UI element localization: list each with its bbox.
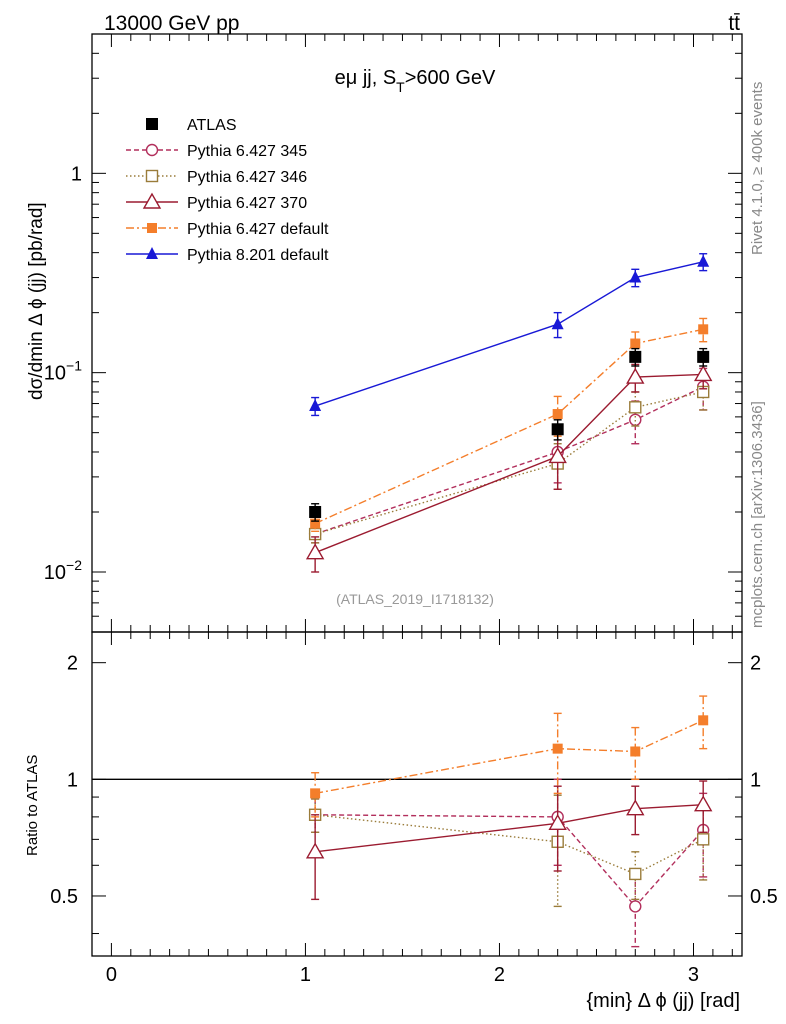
point-pythia-6-427-default xyxy=(698,324,709,335)
x-tick-label: 0 xyxy=(106,964,117,986)
legend-label: Pythia 6.427 346 xyxy=(187,169,307,186)
point-atlas xyxy=(697,350,710,363)
header-right: tt̄ xyxy=(728,12,740,35)
ratio-tick-label-right: 2 xyxy=(750,653,761,675)
point-pythia-6-427-default xyxy=(630,338,641,349)
ratio-tick-label-left: 2 xyxy=(67,653,78,675)
series-line-pythia-6-427-370 xyxy=(314,373,704,554)
legend: ATLAS Pythia 6.427 345 Pythia 6.427 346 Pyt… xyxy=(126,117,329,264)
y-tick-label: 1 xyxy=(71,163,82,185)
legend-marker-pythia-6-427-default xyxy=(147,223,157,233)
y-axis-label: dσ/dmin Δ ϕ (jj) [pb/rad] xyxy=(26,202,47,400)
analysis-label: (ATLAS_2019_I1718132) xyxy=(336,591,494,607)
x-tick-label: 2 xyxy=(494,964,505,986)
legend-label: Pythia 6.427 default xyxy=(187,221,329,238)
ratio-point-pythia-6-427-345 xyxy=(629,900,642,913)
chart-title: eμ jj, ST>600 GeV xyxy=(335,67,496,95)
series-line-pythia-6-427-default xyxy=(314,328,704,525)
point-pythia-8-201-default xyxy=(551,317,564,330)
ratio-point-pythia-6-427-346 xyxy=(696,833,710,846)
point-atlas xyxy=(309,505,322,518)
ratio-point-pythia-6-427-370 xyxy=(693,795,713,812)
ratio-point-pythia-6-427-370 xyxy=(626,799,645,816)
legend-marker-pythia-6-427-345 xyxy=(145,143,159,157)
ratio-tick-label-right: 0.5 xyxy=(750,886,778,908)
ratio-line-pythia-6-427-default xyxy=(315,719,704,795)
ratio-y-axis-label: Ratio to ATLAS xyxy=(24,755,41,856)
header-left: 13000 GeV pp xyxy=(104,12,239,35)
main-panel: 10−2 10−1 1 xyxy=(44,33,743,956)
legend-label: Pythia 6.427 345 xyxy=(187,143,307,160)
ratio-frame xyxy=(91,631,743,957)
ratio-line-pythia-6-427-370 xyxy=(315,804,704,853)
point-pythia-6-427-346 xyxy=(629,401,642,414)
legend-marker-pythia-8-201-default xyxy=(146,247,158,259)
legend-marker-atlas xyxy=(146,118,158,130)
legend-label: ATLAS xyxy=(187,117,237,134)
ratio-line-pythia-6-427-345 xyxy=(315,814,704,908)
point-pythia-6-427-370 xyxy=(693,364,713,382)
ratio-tick-label-right: 1 xyxy=(750,769,761,791)
ratio-point-pythia-6-427-default xyxy=(630,746,641,757)
ratio-point-pythia-6-427-370 xyxy=(305,842,325,859)
legend-marker-pythia-6-427-370 xyxy=(142,192,162,209)
ratio-tick-label-left: 1 xyxy=(67,769,78,791)
legend-label: Pythia 8.201 default xyxy=(187,247,329,264)
point-pythia-6-427-370 xyxy=(626,367,645,384)
point-pythia-6-427-370 xyxy=(548,447,567,464)
point-pythia-8-201-default xyxy=(697,254,710,267)
point-pythia-8-201-default xyxy=(629,270,642,283)
x-axis-label: {min} Δ ϕ (jj) [rad] xyxy=(587,990,741,1012)
series-line-pythia-8-201-default xyxy=(314,261,704,407)
ratio-point-pythia-6-427-346 xyxy=(629,867,642,881)
mcplots-side-label: mcplots.cern.ch [arXiv:1306.3436] xyxy=(749,401,766,628)
ratio-point-pythia-6-427-default xyxy=(310,788,321,799)
x-tick-label: 1 xyxy=(300,964,311,986)
point-pythia-6-427-default xyxy=(552,409,563,420)
x-tick-label: 3 xyxy=(688,964,699,986)
point-atlas xyxy=(551,423,564,436)
legend-label: Pythia 6.427 370 xyxy=(187,195,307,212)
ratio-point-pythia-6-427-default xyxy=(552,743,563,754)
series-line-pythia-6-427-346 xyxy=(314,391,704,535)
y-tick-label: 10−2 xyxy=(44,557,82,584)
legend-marker-pythia-6-427-346 xyxy=(145,169,159,183)
point-pythia-6-427-345 xyxy=(629,413,642,427)
series-line-pythia-6-427-345 xyxy=(314,386,704,535)
ratio-point-pythia-6-427-370 xyxy=(548,813,567,831)
ratio-panel: 0 1 2 3 0.5 0.5 1 1 2 2 xyxy=(50,631,778,986)
point-pythia-8-201-default xyxy=(309,399,322,412)
point-atlas xyxy=(629,350,642,363)
point-pythia-6-427-default xyxy=(310,518,321,529)
ratio-tick-label-left: 0.5 xyxy=(50,886,78,908)
ratio-point-pythia-6-427-default xyxy=(698,715,709,726)
point-pythia-6-427-370 xyxy=(305,543,325,560)
rivet-side-label: Rivet 4.1.0, ≥ 400k events xyxy=(749,82,766,255)
y-tick-label: 10−1 xyxy=(44,358,82,385)
